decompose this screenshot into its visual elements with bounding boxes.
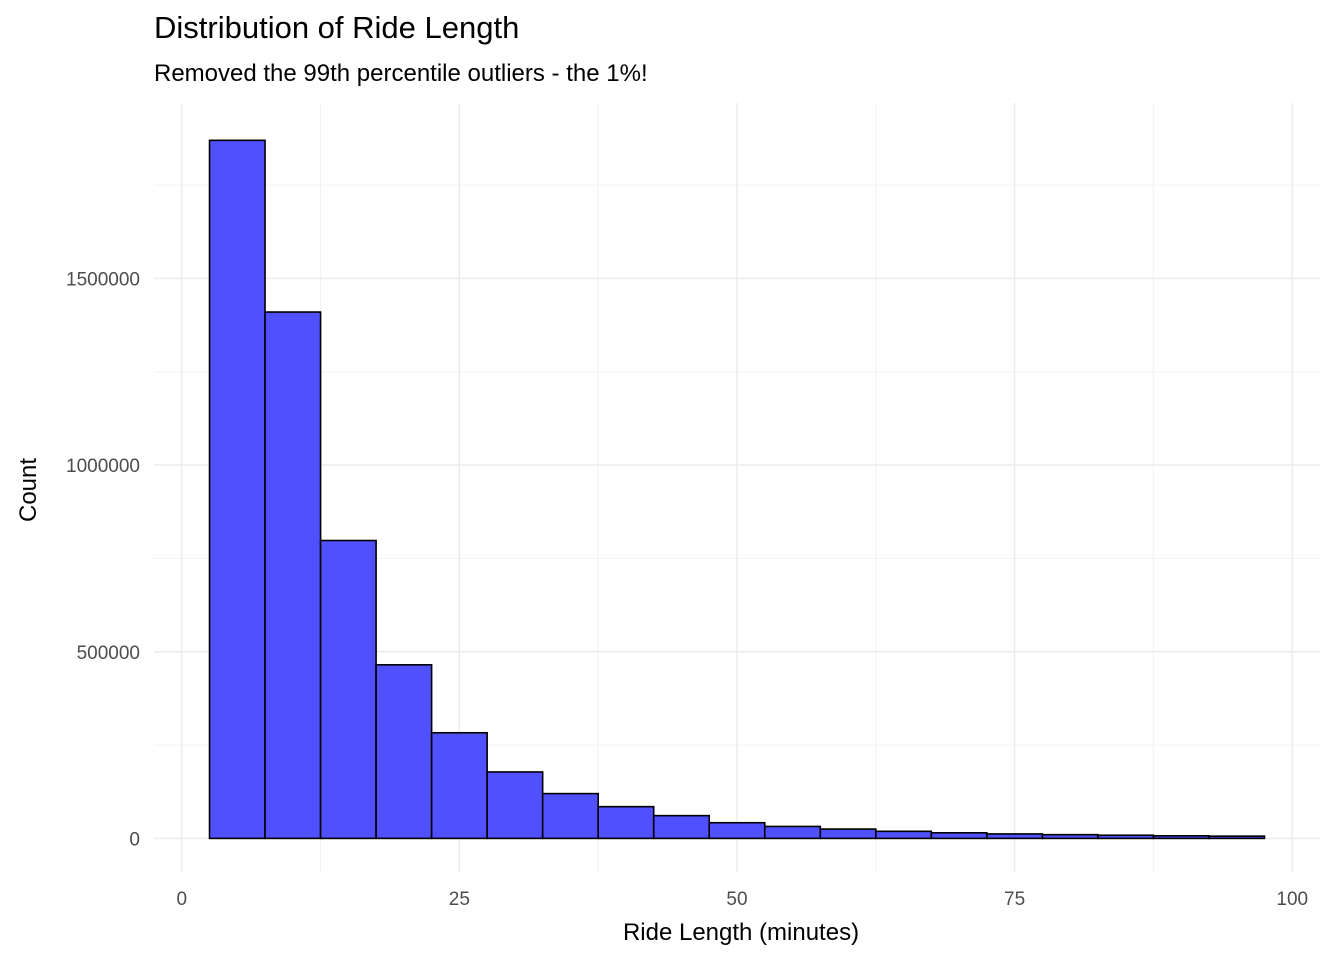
histogram-bar bbox=[1208, 835, 1266, 840]
y-tick-label: 1000000 bbox=[66, 456, 140, 477]
x-axis-title: Ride Length (minutes) bbox=[623, 919, 859, 946]
y-axis-title: Count bbox=[15, 458, 42, 522]
histogram-bar bbox=[875, 830, 933, 840]
histogram-bar bbox=[319, 539, 377, 840]
histogram-bars bbox=[208, 139, 1266, 840]
histogram-bar bbox=[1152, 834, 1210, 840]
axis-ticks: 0 25 50 75 100 0 500000 1000000 1500000 bbox=[66, 269, 1308, 910]
histogram-bar bbox=[375, 664, 433, 840]
x-tick-label: 50 bbox=[726, 889, 747, 910]
histogram-bar bbox=[1097, 834, 1155, 840]
histogram-bar bbox=[708, 821, 766, 840]
y-tick-label: 0 bbox=[129, 829, 140, 850]
histogram-bar bbox=[208, 139, 266, 840]
y-tick-label: 500000 bbox=[77, 643, 140, 664]
histogram-bar bbox=[819, 828, 877, 840]
chart-subtitle: Removed the 99th percentile outliers - t… bbox=[154, 60, 648, 87]
histogram-bar bbox=[763, 825, 822, 840]
chart-title: Distribution of Ride Length bbox=[154, 10, 520, 45]
x-tick-label: 100 bbox=[1276, 889, 1308, 910]
histogram-bar bbox=[597, 805, 655, 840]
histogram-bar bbox=[486, 771, 544, 840]
x-tick-label: 25 bbox=[449, 889, 470, 910]
histogram-bar bbox=[930, 832, 988, 840]
y-tick-label: 1500000 bbox=[66, 269, 140, 290]
x-tick-label: 75 bbox=[1004, 889, 1025, 910]
histogram-bar bbox=[430, 731, 488, 840]
histogram-bar bbox=[264, 311, 322, 840]
x-tick-label: 0 bbox=[176, 889, 187, 910]
histogram-bar bbox=[986, 833, 1044, 840]
histogram-bar bbox=[652, 814, 711, 840]
histogram-bar bbox=[541, 792, 599, 840]
histogram-bar bbox=[1041, 833, 1099, 840]
